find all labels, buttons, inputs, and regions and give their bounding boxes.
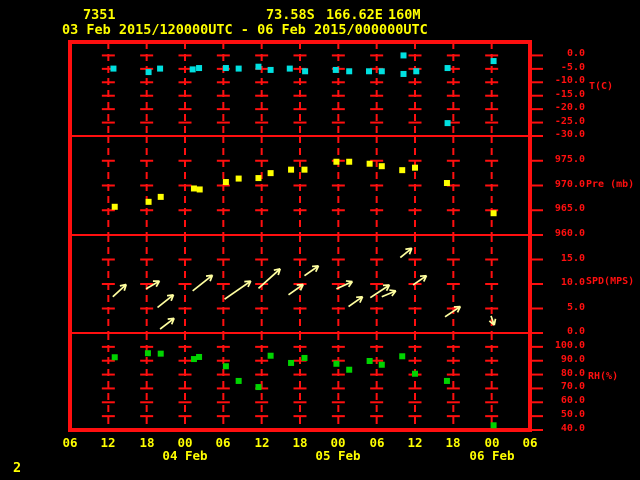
- plot-labels: 0.0 -5.0 -10.0 -15.0 -20.0 -25.0 -30.0 975.0 970…: [0, 0, 640, 480]
- y-axis-tick-label: 975.0: [531, 155, 585, 165]
- x-axis-hour-label: 18: [288, 437, 312, 450]
- x-axis-hour-label: 12: [96, 437, 120, 450]
- y-axis-tick-label: 965.0: [531, 204, 585, 214]
- meteogram-screen: 0.0 -5.0 -10.0 -15.0 -20.0 -25.0 -30.0 975.0 970…: [0, 0, 640, 480]
- y-axis-tick-label: -5.0: [531, 63, 585, 73]
- x-axis-date-label: 05 Feb: [314, 450, 362, 463]
- y-axis-tick-label: 40.0: [531, 424, 585, 434]
- x-axis-hour-label: 06: [58, 437, 82, 450]
- y-axis-tick-label: -30.0: [531, 130, 585, 140]
- time-range: 03 Feb 2015/120000UTC - 06 Feb 2015/0000…: [62, 24, 428, 38]
- station-id: 7351: [83, 9, 116, 23]
- y-axis-tick-label: 70.0: [531, 382, 585, 392]
- y-axis-tick-label: -20.0: [531, 103, 585, 113]
- y-axis-tick-label: 80.0: [531, 369, 585, 379]
- page-number: 2: [13, 462, 21, 476]
- y-axis-tick-label: 960.0: [531, 229, 585, 239]
- y-axis-tick-label: 15.0: [531, 254, 585, 264]
- y-axis-tick-label: 100.0: [531, 341, 585, 351]
- humidity-axis-label: RH(%): [588, 372, 618, 382]
- wind-speed-axis-label: SPD(MPS): [586, 277, 634, 287]
- y-axis-tick-label: 0.0: [531, 327, 585, 337]
- pressure-axis-label: Pre (mb): [586, 180, 634, 190]
- x-axis-hour-label: 06: [518, 437, 542, 450]
- x-axis-date-label: 04 Feb: [161, 450, 209, 463]
- station-elevation: 160M: [388, 9, 421, 23]
- station-latitude: 73.58S: [266, 9, 315, 23]
- x-axis-hour-label: 12: [403, 437, 427, 450]
- y-axis-tick-label: 970.0: [531, 180, 585, 190]
- x-axis-hour-label: 18: [441, 437, 465, 450]
- x-axis-hour-label: 12: [250, 437, 274, 450]
- x-axis-date-label: 06 Feb: [468, 450, 516, 463]
- x-axis-hour-label: 06: [211, 437, 235, 450]
- y-axis-tick-label: 5.0: [531, 303, 585, 313]
- y-axis-tick-label: -10.0: [531, 76, 585, 86]
- y-axis-tick-label: 50.0: [531, 410, 585, 420]
- y-axis-tick-label: 10.0: [531, 278, 585, 288]
- y-axis-tick-label: -25.0: [531, 117, 585, 127]
- x-axis-hour-label: 06: [365, 437, 389, 450]
- y-axis-tick-label: 90.0: [531, 355, 585, 365]
- y-axis-tick-label: 0.0: [531, 49, 585, 59]
- x-axis-hour-label: 18: [135, 437, 159, 450]
- y-axis-tick-label: -15.0: [531, 90, 585, 100]
- temperature-axis-label: T(C): [589, 82, 613, 92]
- y-axis-tick-label: 60.0: [531, 396, 585, 406]
- station-longitude: 166.62E: [326, 9, 383, 23]
